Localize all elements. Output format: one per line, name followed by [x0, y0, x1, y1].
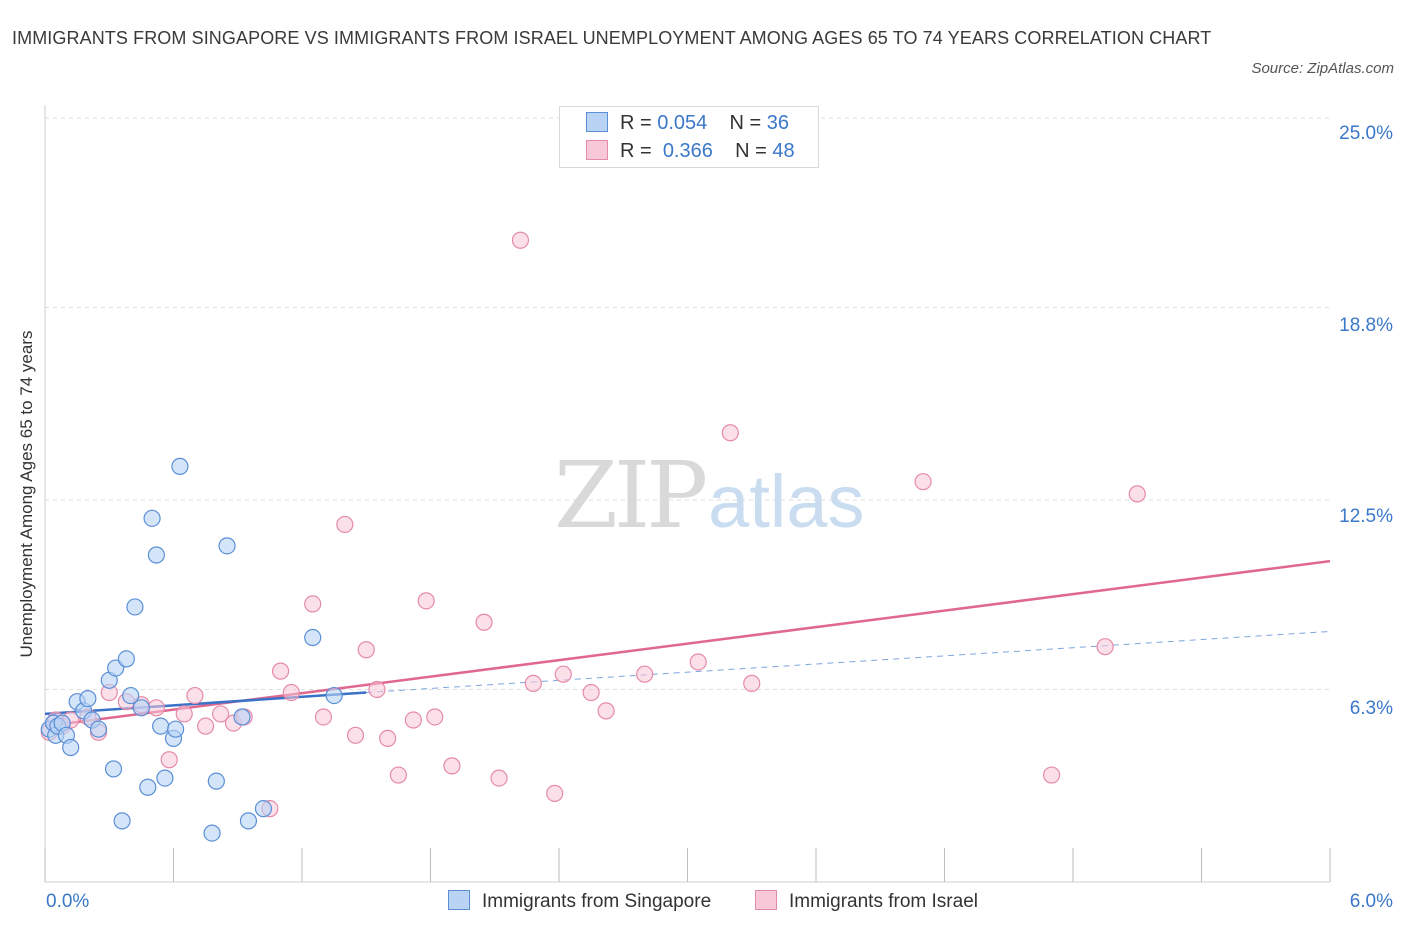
singapore-trend-extension: [366, 630, 1331, 694]
y-tick-label: 25.0%: [1339, 123, 1393, 144]
singapore-point: [325, 686, 343, 705]
israel-point: [160, 751, 178, 769]
legend-n-value: 36: [766, 112, 790, 134]
israel-point: [582, 683, 600, 702]
singapore-point: [147, 546, 165, 564]
singapore-point: [113, 812, 131, 830]
legend-n-label: N =: [729, 112, 762, 134]
israel-swatch: [755, 890, 777, 910]
israel-point: [490, 769, 508, 787]
watermark-atlas: atlas: [708, 460, 865, 543]
singapore-point: [304, 628, 322, 647]
legend-r-label: R =: [620, 140, 652, 162]
singapore-point: [104, 760, 123, 778]
israel-point: [304, 595, 322, 613]
singapore-point: [79, 690, 97, 708]
israel-point: [914, 473, 932, 491]
israel-point: [336, 515, 354, 534]
singapore-point: [254, 800, 273, 818]
israel-point: [346, 726, 365, 744]
singapore-trend-line: [44, 691, 367, 716]
legend-item-singapore: Immigrants from Singapore: [448, 890, 711, 913]
singapore-point: [171, 457, 189, 475]
israel-point: [357, 641, 375, 659]
israel-point: [271, 662, 290, 680]
x-tick-label-max: 6.0%: [1349, 891, 1393, 912]
legend-n-label: N =: [735, 140, 767, 162]
singapore-point: [203, 824, 221, 842]
israel-point: [524, 674, 542, 692]
singapore-point: [89, 720, 108, 738]
israel-point: [379, 729, 397, 747]
y-tick-label: 6.3%: [1349, 698, 1393, 719]
israel-point: [1128, 485, 1146, 503]
israel-point: [426, 708, 444, 726]
singapore-point: [139, 778, 157, 796]
israel-swatch: [586, 140, 608, 160]
israel-point: [186, 686, 204, 705]
y-axis-label: Unemployment Among Ages 65 to 74 years: [17, 330, 36, 658]
watermark-zip: ZIP: [554, 442, 708, 549]
singapore-swatch: [448, 890, 470, 910]
israel-point: [282, 683, 300, 702]
y-tick-label: 12.5%: [1339, 506, 1393, 527]
israel-point: [743, 674, 761, 692]
singapore-point: [156, 769, 174, 787]
correlation-legend: R = 0.054 N = 36 R = 0.366 N = 48: [559, 106, 819, 168]
israel-point: [314, 708, 333, 726]
singapore-points: [40, 457, 343, 842]
singapore-point: [233, 708, 251, 726]
legend-r-value: 0.054: [657, 112, 708, 134]
singapore-point: [126, 598, 144, 616]
x-tick-label-min: 0.0%: [46, 891, 90, 912]
israel-point: [175, 705, 193, 723]
trend-lines: [44, 559, 1331, 728]
israel-point: [389, 766, 407, 784]
singapore-point: [62, 738, 80, 757]
israel-point: [404, 711, 422, 729]
israel-point: [1042, 766, 1061, 784]
israel-point: [443, 757, 461, 775]
legend-r-value: 0.366: [662, 140, 713, 162]
israel-point: [1096, 638, 1114, 656]
singapore-point: [218, 537, 236, 555]
singapore-point: [167, 720, 185, 738]
legend-row-israel: R = 0.366 N = 48: [586, 140, 795, 164]
y-tick-label: 18.8%: [1339, 315, 1393, 336]
israel-point: [147, 699, 165, 717]
legend-row-singapore: R = 0.054 N = 36: [586, 112, 789, 136]
israel-point: [554, 665, 572, 683]
gridlines: [45, 117, 1330, 690]
israel-point: [721, 424, 739, 442]
israel-point: [417, 592, 435, 610]
israel-point: [368, 680, 386, 699]
israel-point: [212, 705, 230, 723]
singapore-point: [207, 772, 225, 790]
legend-r-label: R =: [620, 112, 652, 134]
israel-point: [689, 653, 707, 671]
singapore-swatch: [586, 112, 608, 132]
singapore-point: [152, 717, 170, 735]
singapore-point: [122, 686, 140, 705]
israel-point: [511, 231, 530, 249]
israel-point: [475, 613, 493, 631]
legend-n-value: 48: [772, 140, 795, 162]
legend-label: Immigrants from Israel: [789, 891, 978, 912]
singapore-point: [239, 812, 258, 830]
watermark: ZIPatlas: [554, 442, 864, 549]
legend-label: Immigrants from Singapore: [482, 891, 712, 912]
israel-point: [197, 717, 215, 735]
source-credit: Source: ZipAtlas.com: [1251, 60, 1394, 77]
legend-item-israel: Immigrants from Israel: [755, 890, 978, 913]
axes: [44, 105, 1331, 883]
singapore-point: [143, 509, 161, 527]
israel-point: [546, 784, 564, 802]
israel-point: [636, 665, 654, 683]
israel-point: [597, 702, 615, 720]
singapore-point: [132, 699, 150, 717]
chart-title: IMMIGRANTS FROM SINGAPORE VS IMMIGRANTS …: [12, 28, 1212, 48]
singapore-point: [117, 650, 135, 668]
